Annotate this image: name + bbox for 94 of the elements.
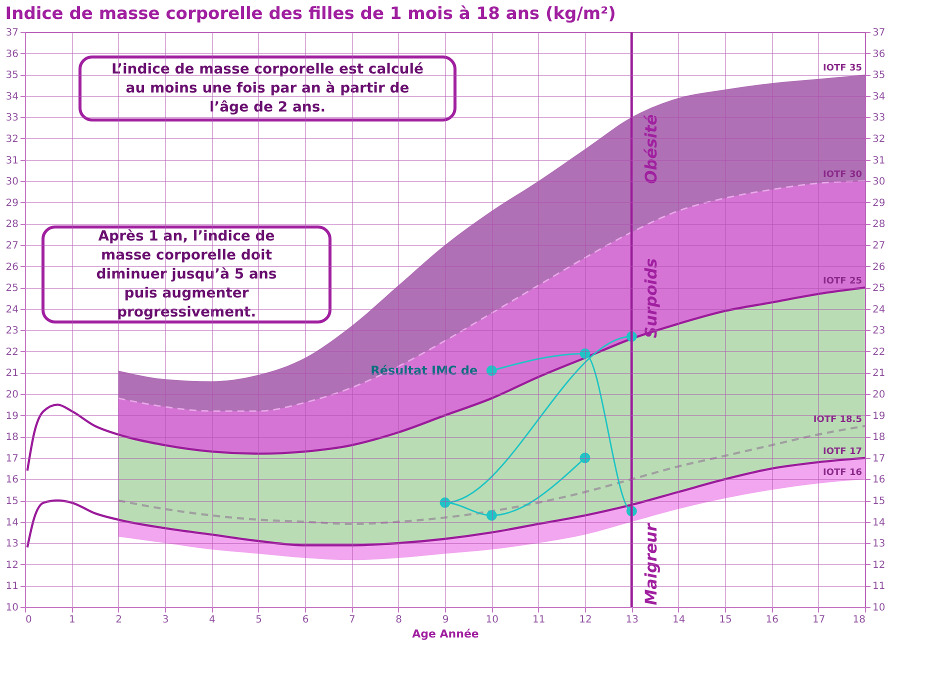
y2-tick-label: 28 — [872, 219, 886, 230]
annotation: Surpoids — [642, 258, 661, 338]
point — [486, 365, 497, 376]
y-tick-label: 19 — [6, 410, 18, 422]
annotation: IOTF 18.5 — [813, 414, 862, 425]
y-tick-label: 11 — [6, 581, 18, 592]
y2-tick-label: 29 — [872, 198, 886, 209]
y2-tick-label: 16 — [872, 474, 886, 486]
x-tick-label: 10 — [486, 614, 499, 626]
y-tick-label: 33 — [6, 112, 18, 124]
y2-tick-label: 20 — [872, 390, 886, 401]
y2-tick-label: 15 — [872, 496, 886, 508]
y2-tick-label: 12 — [872, 560, 886, 571]
y-tick-label: 12 — [6, 560, 18, 571]
x-tick-label: 9 — [442, 614, 449, 626]
y-tick-label: 34 — [6, 91, 18, 102]
y2-tick-label: 35 — [872, 70, 886, 82]
annotation: IOTF 35 — [823, 64, 862, 74]
y-tick-label: 13 — [6, 538, 18, 550]
y-tick-label: 35 — [6, 70, 18, 82]
y-tick-label: 20 — [6, 390, 18, 401]
x-tick-label: 13 — [626, 614, 639, 626]
y-tick-label: 23 — [6, 326, 18, 337]
y-tick-label: 36 — [6, 48, 18, 60]
y2-tick-label: 23 — [872, 326, 886, 337]
x-tick-label: 4 — [208, 614, 216, 626]
y2-tick-label: 11 — [872, 581, 886, 592]
y-tick-label: 17 — [6, 453, 18, 464]
y-tick-label: 15 — [6, 496, 18, 508]
x-tick-label: 5 — [256, 614, 262, 626]
y2-tick-label: 27 — [872, 240, 886, 252]
annotation: Après 1 an, l’indice de masse corporelle doit diminuer jusqu’à 5 ans puis augmenter progressivement. — [96, 228, 277, 320]
y2-tick-label: 33 — [872, 112, 886, 124]
y2-tick-label: 34 — [872, 91, 886, 102]
annotation: IOTF 16 — [823, 468, 862, 478]
y-tick-label: 10 — [6, 602, 18, 614]
y2-tick-label: 26 — [872, 262, 886, 273]
y2-tick-label: 22 — [872, 346, 886, 358]
x-tick-label: 16 — [766, 614, 779, 626]
y-tick-label: 32 — [6, 134, 18, 145]
x-tick-label: 18 — [852, 614, 866, 626]
y-tick-label: 21 — [6, 368, 18, 380]
y2-tick-label: 30 — [872, 176, 886, 188]
point — [580, 452, 590, 464]
x-tick-label: 8 — [396, 614, 402, 626]
x-tick-label: 17 — [812, 614, 826, 626]
y-tick-label: 25 — [6, 283, 18, 294]
y2-tick-label: 17 — [872, 453, 886, 464]
y2-tick-label: 32 — [872, 134, 886, 145]
y2-tick-label: 10 — [872, 602, 886, 614]
y2-tick-label: 31 — [872, 155, 886, 166]
y-tick-label: 30 — [6, 176, 18, 188]
y-tick-label: 29 — [6, 198, 18, 209]
annotation: Maigreur — [642, 522, 661, 606]
point — [580, 348, 590, 359]
y-tick-label: 26 — [6, 262, 18, 273]
y-tick-label: 37 — [6, 28, 18, 38]
x-tick-label: 7 — [348, 614, 356, 626]
y-tick-label: 27 — [6, 240, 18, 252]
y2-tick-label: 21 — [872, 368, 886, 380]
y2-tick-label: 18 — [872, 432, 886, 444]
annotation: IOTF 30 — [823, 170, 862, 180]
y2-tick-label: 13 — [872, 538, 886, 550]
y-tick-label: 14 — [6, 517, 18, 528]
annotation: L’indice de masse corporelle est calculé au moins une fois par an à partir de l’âge de 2 ans. — [111, 62, 424, 116]
x-axis-title: Age Année — [412, 628, 479, 640]
x-tick-label: 15 — [719, 614, 732, 626]
x-tick-label: 0 — [26, 614, 32, 626]
x-tick-label: 14 — [672, 614, 686, 626]
y-tick-label: 28 — [6, 219, 18, 230]
y2-tick-label: 19 — [872, 410, 886, 422]
y2-tick-label: 25 — [872, 283, 886, 294]
chart-title: Indice de masse corporelle des filles de 1 mois à 18 ans (kg/m²) — [5, 4, 616, 24]
x-tick-label: 1 — [68, 614, 76, 626]
x-tick-label: 12 — [579, 614, 592, 626]
annotation: IOTF 17 — [823, 446, 862, 457]
x-tick-label: 11 — [532, 614, 546, 626]
y-tick-label: 24 — [6, 304, 18, 316]
y2-tick-label: 24 — [872, 304, 886, 316]
x-tick-label: 3 — [162, 614, 169, 626]
point — [486, 510, 497, 521]
y-tick-label: 31 — [6, 155, 18, 166]
y2-tick-label: 14 — [872, 517, 886, 528]
x-tick-label: 2 — [116, 614, 122, 626]
y-tick-label: 22 — [6, 346, 18, 358]
annotation: Résultat IMC de — [370, 364, 478, 378]
y-tick-label: 18 — [6, 432, 18, 444]
annotation: Obésité — [642, 114, 661, 184]
annotation: IOTF 25 — [823, 276, 862, 287]
x-tick-label: 6 — [302, 614, 309, 626]
y2-tick-label: 37 — [872, 28, 886, 38]
point — [440, 497, 450, 508]
y-tick-label: 16 — [6, 474, 18, 486]
y2-tick-label: 36 — [872, 48, 886, 60]
